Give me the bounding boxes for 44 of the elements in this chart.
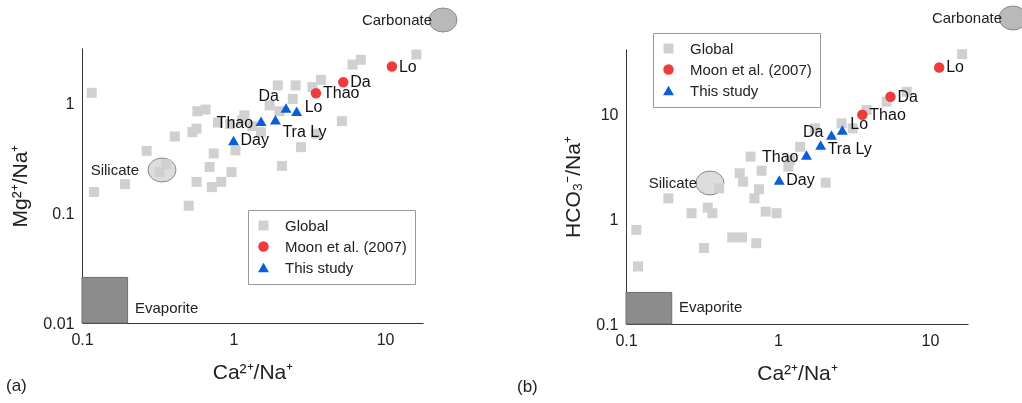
y-tick-label: 10 — [600, 105, 619, 123]
legend-label: This study — [690, 81, 759, 99]
y-axis-title: HCO₃⁻/Na⁺ — [561, 136, 585, 238]
text: Carbonate — [931, 9, 1002, 26]
y-tick-label: 0.01 — [43, 314, 75, 332]
data-label: Day — [786, 170, 815, 188]
annotation: Silicate — [90, 161, 139, 178]
data-label: Lo — [850, 114, 869, 132]
text: Carbonate — [361, 11, 432, 28]
x-tick-label: 0.1 — [71, 330, 94, 348]
data-label: Da — [258, 86, 280, 104]
y-axis-title: Mg²⁺/Na⁺ — [8, 144, 32, 228]
data-label: Da — [897, 87, 919, 105]
y-tick-label: 0.1 — [596, 315, 619, 333]
data-label: Thao — [869, 105, 906, 123]
data-label: Lo — [304, 98, 323, 116]
legend-label: Global — [285, 216, 329, 234]
data-label: Tra Ly — [827, 139, 872, 157]
x-tick-label: 1 — [774, 331, 784, 349]
legend-label: Global — [690, 39, 734, 57]
data-label: Thao — [216, 114, 254, 132]
data-label: Lo — [398, 57, 417, 75]
annotation: Evaporite — [679, 298, 743, 315]
x-tick-label: 10 — [921, 331, 940, 349]
text: (a) — [6, 376, 27, 395]
text: (b) — [517, 377, 538, 396]
data-label: Lo — [946, 58, 965, 76]
annotation: Silicate — [648, 174, 697, 191]
y-tick-label: 0.1 — [52, 204, 75, 222]
legend-label: Moon et al. (2007) — [285, 237, 407, 255]
data-label: Day — [240, 131, 269, 149]
x-axis-title: Ca²⁺/Na⁺ — [757, 360, 838, 384]
x-tick-label: 10 — [376, 330, 395, 348]
x-tick-label: 1 — [229, 330, 239, 348]
y-tick-label: 1 — [609, 210, 619, 228]
data-label: Tra Ly — [282, 122, 327, 140]
y-tick-label: 1 — [65, 94, 75, 112]
legend-label: This study — [285, 258, 354, 276]
data-label: Da — [803, 123, 824, 141]
x-axis-title: Ca²⁺/Na⁺ — [212, 359, 294, 383]
x-tick-label: 0.1 — [615, 331, 638, 349]
data-label: Thao — [762, 147, 799, 165]
legend-label: Moon et al. (2007) — [690, 60, 812, 78]
annotation: Evaporite — [135, 299, 199, 316]
